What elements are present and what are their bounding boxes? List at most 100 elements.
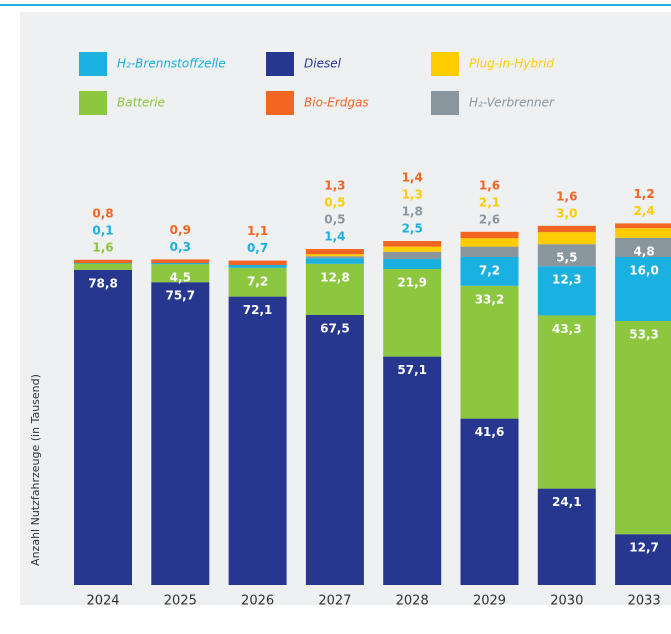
value-label: 1,1 (247, 224, 268, 238)
bar-segment (383, 356, 442, 585)
bar-segment (74, 263, 132, 264)
value-label: 1,8 (402, 205, 423, 219)
x-tick-label: 2024 (86, 594, 119, 609)
value-label: 1,6 (556, 189, 577, 203)
value-label: 12,7 (629, 541, 659, 555)
bar-segment (228, 267, 287, 297)
bar-segment (383, 246, 442, 252)
value-label: 5,5 (556, 251, 577, 265)
legend-swatch (79, 52, 107, 76)
value-label: 1,3 (324, 179, 345, 193)
legend-swatch (79, 91, 107, 115)
bar-segment (615, 237, 671, 257)
legend-label: Diesel (304, 57, 342, 71)
bar-segment (460, 238, 519, 247)
value-label: 2,1 (479, 195, 500, 209)
bar-segment (537, 244, 596, 267)
value-label: 7,2 (479, 264, 500, 278)
top-rule (0, 4, 671, 6)
bar-segment (460, 246, 519, 257)
value-label: 0,3 (170, 240, 191, 254)
value-label: 0,9 (170, 223, 191, 237)
value-label: 12,3 (552, 273, 582, 287)
value-label: 67,5 (320, 322, 350, 336)
bar-segment (305, 249, 364, 255)
legend-label: H₂-Verbrenner (469, 96, 555, 110)
value-label: 0,1 (92, 223, 113, 237)
bar-segment (615, 534, 671, 585)
value-label: 1,4 (324, 230, 345, 244)
value-label: 43,3 (552, 322, 582, 336)
value-label: 72,1 (243, 303, 273, 317)
value-label: 1,6 (92, 240, 113, 254)
value-label: 0,7 (247, 241, 268, 255)
value-label: 2,6 (479, 212, 500, 226)
y-axis-label: Anzahl Nutzfahrzeuge (in Tausend) (29, 374, 42, 566)
value-label: 16,0 (629, 264, 659, 278)
bar-segment (383, 269, 442, 357)
bar-segment (151, 263, 210, 265)
bar-segment (74, 263, 132, 270)
legend-swatch (266, 91, 294, 115)
bar-segment (615, 321, 671, 535)
bar-segment (305, 315, 364, 585)
bar-segment (305, 256, 364, 259)
value-label: 0,5 (324, 196, 345, 210)
x-tick-label: 2026 (241, 594, 274, 609)
value-label: 41,6 (475, 425, 505, 439)
legend-label: H₂-Brennstoffzelle (117, 57, 226, 71)
x-tick-label: 2030 (550, 594, 583, 609)
value-label: 2,5 (402, 222, 423, 236)
x-tick-label: 2029 (473, 594, 506, 609)
value-label: 1,3 (402, 188, 423, 202)
value-label: 12,8 (320, 270, 350, 284)
value-label: 0,5 (324, 213, 345, 227)
bar-segment (537, 488, 596, 585)
bar-segment (537, 225, 596, 233)
bar-segment (460, 285, 519, 419)
x-tick-label: 2033 (628, 594, 661, 609)
bar-segment (460, 257, 519, 286)
bar-segment (228, 265, 287, 268)
value-label: 1,6 (479, 178, 500, 192)
value-label: 75,7 (165, 289, 195, 303)
bar-segment (151, 264, 210, 283)
legend-label: Batterie (117, 96, 165, 110)
bar-segment (460, 231, 519, 239)
bar-segment (537, 232, 596, 245)
value-label: 1,2 (633, 187, 654, 201)
x-tick-label: 2025 (164, 594, 197, 609)
bar-segment (615, 228, 671, 238)
value-label: 7,2 (247, 274, 268, 288)
value-label: 1,4 (402, 171, 423, 185)
legend-swatch (431, 52, 459, 76)
bar-segment (151, 282, 210, 585)
legend-label: Bio-Erdgas (304, 96, 369, 110)
value-label: 4,8 (633, 244, 654, 258)
bar-segment (228, 260, 287, 265)
bar-segment (305, 263, 364, 315)
bar-segment (74, 259, 132, 263)
bar-segment (383, 259, 442, 269)
legend-swatch (266, 52, 294, 76)
value-label: 53,3 (629, 328, 659, 342)
legend-swatch (431, 91, 459, 115)
value-label: 4,5 (170, 271, 191, 285)
value-label: 78,8 (88, 276, 118, 290)
value-label: 2,4 (633, 204, 654, 218)
bar-segment (305, 258, 364, 264)
bar-segment (537, 266, 596, 316)
legend-label: Plug-in-Hybrid (469, 57, 554, 71)
value-label: 33,2 (475, 292, 505, 306)
value-label: 24,1 (552, 495, 582, 509)
bar-segment (383, 241, 442, 247)
bar-segment (151, 259, 210, 263)
bar-segment (460, 418, 519, 585)
bar-segment (74, 269, 132, 585)
value-label: 21,9 (397, 276, 427, 290)
x-tick-label: 2028 (396, 594, 429, 609)
bar-segment (615, 223, 671, 229)
bar-segment (615, 257, 671, 321)
bar-segment (383, 251, 442, 259)
